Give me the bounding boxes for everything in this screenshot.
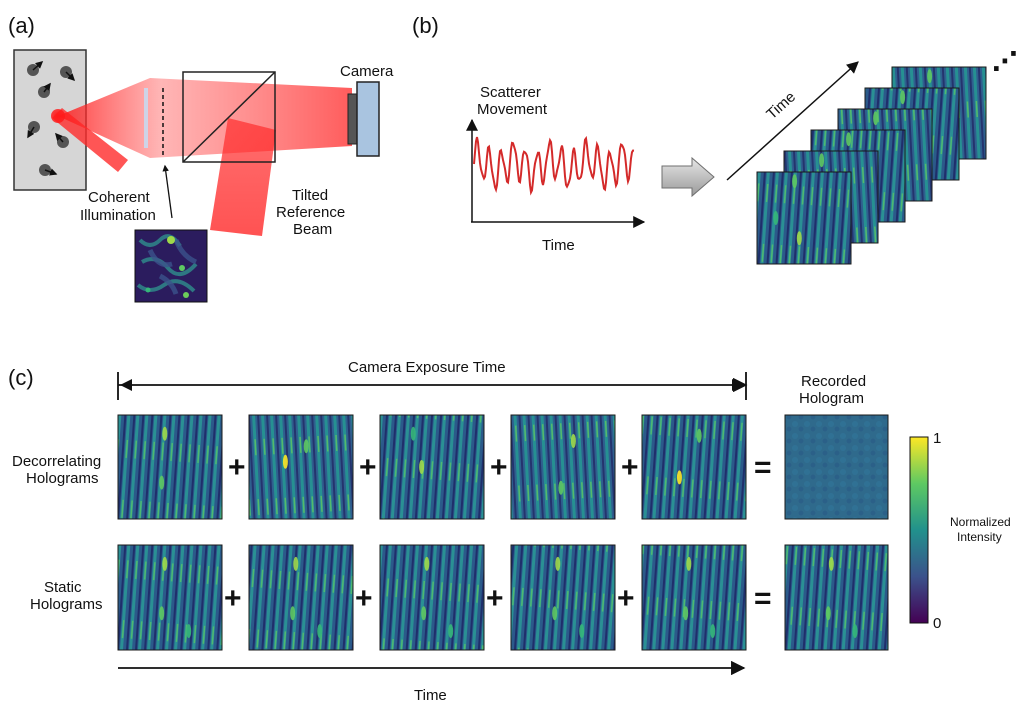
exposure-left-arrowhead [120, 379, 132, 391]
movement-axis-label-line2: Movement [477, 101, 548, 118]
panel-a-label: (a) [8, 13, 35, 38]
static-hologram [641, 544, 747, 651]
row2-label: Static Holograms [30, 579, 103, 613]
colorbar-min-label: 0 [933, 615, 941, 632]
reference-label-line1: Tilted [292, 187, 328, 204]
lens [144, 88, 148, 148]
scatterer [27, 61, 44, 76]
scatterer [38, 82, 51, 98]
illumination-label: Coherent Illumination [80, 189, 156, 224]
hologram-stack [756, 66, 987, 265]
scatterer [60, 66, 76, 82]
row2-label-line2: Holograms [30, 596, 103, 613]
row1-label: Decorrelating Holograms [12, 453, 105, 487]
movement-axis-label: Scatterer Movement [477, 84, 548, 118]
decorrelating-hologram [248, 414, 354, 520]
plus-sign: + [486, 582, 504, 615]
camera-label: Camera [340, 63, 394, 80]
colorbar-max-label: 1 [933, 430, 941, 447]
plus-sign: + [490, 451, 508, 484]
aperture-pointer [162, 164, 173, 219]
static-hologram [379, 544, 485, 651]
scatterer [39, 164, 58, 176]
illuminated-spot [51, 109, 65, 123]
decorrelating-hologram [510, 414, 616, 520]
static-hologram [248, 544, 354, 651]
time-axis-label: Time [414, 687, 447, 704]
equals-sign: = [754, 582, 772, 615]
plus-sign: + [224, 582, 242, 615]
decorrelating-hologram [641, 414, 747, 520]
illumination-beam [52, 108, 128, 172]
stack-ellipsis: ⋰ [992, 46, 1018, 76]
plus-sign: + [621, 451, 639, 484]
plus-sign: + [359, 451, 377, 484]
scatterer [55, 132, 69, 148]
beam-splitter-diagonal [182, 71, 276, 163]
recorded-label-line1: Recorded [801, 373, 866, 390]
movement-axis-label-line1: Scatterer [480, 84, 541, 101]
decorrelating-hologram [117, 414, 223, 520]
decorrelating-hologram [379, 414, 485, 520]
beam-splitter [182, 71, 276, 163]
row1-label-line2: Holograms [26, 470, 99, 487]
recorded-decorrelating-hologram [784, 414, 889, 520]
reference-label-line3: Beam [293, 221, 332, 238]
stack-hologram [756, 171, 852, 265]
stack-time-label: Time [763, 88, 799, 123]
plus-sign: + [617, 582, 635, 615]
plus-sign: + [228, 451, 246, 484]
reference-label-line2: Reference [276, 204, 345, 221]
plus-sign: + [355, 582, 373, 615]
speckle-inset [134, 229, 208, 303]
process-arrow [661, 156, 715, 198]
stack-time-axis [726, 61, 859, 181]
panel-b-label: (b) [412, 13, 439, 38]
hologram-grid: + + + + = + + + + = [117, 414, 889, 651]
recorded-label-line2: Hologram [799, 390, 864, 407]
reference-label: Tilted Reference Beam [276, 187, 349, 238]
scatterer-movement-signal [473, 135, 635, 196]
reference-beam [210, 118, 276, 236]
recorded-static-hologram [784, 544, 889, 651]
illumination-label-line2: Illumination [80, 207, 156, 224]
camera-body [356, 81, 380, 157]
illumination-label-line1: Coherent [88, 189, 151, 206]
equals-sign: = [754, 451, 772, 484]
row2-label-line1: Static [44, 579, 82, 596]
row1-label-line1: Decorrelating [12, 453, 101, 470]
colorbar-title-line1: Normalized [950, 515, 1011, 529]
colorbar-title-line2: Intensity [957, 530, 1002, 544]
scatterers [27, 61, 76, 176]
exposure-right-arrowhead [732, 379, 744, 391]
object-beam [58, 78, 352, 158]
recorded-label: Recorded Hologram [799, 373, 870, 407]
colorbar-title: Normalized Intensity [950, 515, 1014, 544]
exposure-label: Camera Exposure Time [348, 359, 506, 376]
panel-c-label: (c) [8, 365, 34, 390]
colorbar [909, 436, 929, 624]
signal-time-label: Time [542, 237, 575, 254]
static-hologram [510, 544, 616, 651]
scatterer [27, 121, 40, 139]
static-hologram [117, 544, 223, 651]
